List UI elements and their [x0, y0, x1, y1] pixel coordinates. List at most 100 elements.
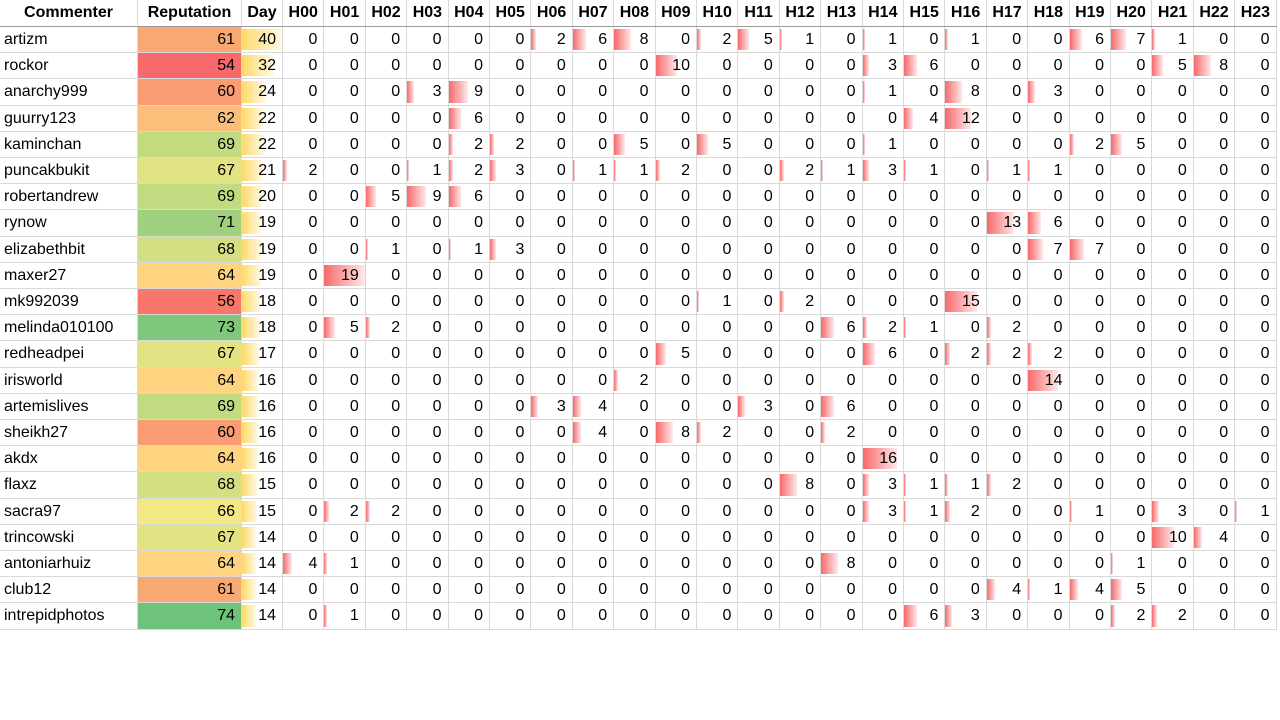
hour-cell-h09[interactable]: 0: [656, 551, 697, 577]
hour-cell-h13[interactable]: 0: [821, 105, 863, 131]
commenter-cell[interactable]: redheadpei: [0, 341, 138, 367]
commenter-cell[interactable]: elizabethbit: [0, 236, 138, 262]
hour-cell-h12[interactable]: 0: [780, 393, 822, 419]
hour-cell-h08[interactable]: 0: [614, 446, 656, 472]
hour-cell-h13[interactable]: 0: [821, 53, 863, 79]
column-header-h21[interactable]: H21: [1152, 0, 1194, 26]
day-cell[interactable]: 14: [242, 603, 283, 629]
hour-cell-h01[interactable]: 0: [324, 158, 366, 184]
hour-cell-h03[interactable]: 0: [407, 551, 449, 577]
hour-cell-h20[interactable]: 1: [1111, 551, 1153, 577]
hour-cell-h08[interactable]: 0: [614, 105, 656, 131]
hour-cell-h19[interactable]: 0: [1070, 53, 1111, 79]
hour-cell-h11[interactable]: 0: [738, 184, 780, 210]
hour-cell-h22[interactable]: 4: [1193, 524, 1236, 550]
hour-cell-h10[interactable]: 1: [697, 289, 739, 315]
hour-cell-h07[interactable]: 0: [573, 472, 615, 498]
hour-cell-h21[interactable]: 0: [1152, 105, 1194, 131]
hour-cell-h23[interactable]: 0: [1235, 289, 1277, 315]
hour-cell-h00[interactable]: 0: [283, 341, 325, 367]
hour-cell-h20[interactable]: 0: [1111, 472, 1153, 498]
hour-cell-h04[interactable]: 0: [449, 289, 490, 315]
hour-cell-h12[interactable]: 0: [780, 53, 822, 79]
hour-cell-h10[interactable]: 0: [697, 551, 739, 577]
reputation-cell[interactable]: 60: [138, 420, 242, 446]
hour-cell-h16[interactable]: 8: [945, 79, 987, 105]
hour-cell-h04[interactable]: 0: [449, 420, 490, 446]
hour-cell-h05[interactable]: 0: [490, 341, 532, 367]
day-cell[interactable]: 32: [242, 53, 283, 79]
hour-cell-h06[interactable]: 0: [531, 524, 573, 550]
hour-cell-h02[interactable]: 0: [366, 289, 408, 315]
hour-cell-h22[interactable]: 0: [1194, 577, 1236, 603]
hour-cell-h04[interactable]: 0: [449, 551, 490, 577]
hour-cell-h08[interactable]: 0: [614, 472, 656, 498]
hour-cell-h22[interactable]: 0: [1194, 79, 1236, 105]
hour-cell-h12[interactable]: 0: [780, 79, 822, 105]
hour-cell-h04[interactable]: 2: [448, 158, 490, 184]
hour-cell-h19[interactable]: 0: [1070, 472, 1111, 498]
hour-cell-h04[interactable]: 0: [449, 498, 490, 524]
hour-cell-h07[interactable]: 0: [573, 551, 615, 577]
reputation-cell[interactable]: 69: [138, 393, 242, 419]
hour-cell-h05[interactable]: 0: [490, 524, 532, 550]
hour-cell-h09[interactable]: 0: [656, 105, 697, 131]
hour-cell-h09[interactable]: 0: [656, 210, 697, 236]
column-header-h17[interactable]: H17: [987, 0, 1029, 26]
hour-cell-h22[interactable]: 0: [1194, 131, 1236, 157]
hour-cell-h15[interactable]: 0: [904, 184, 946, 210]
hour-cell-h01[interactable]: 0: [324, 341, 366, 367]
hour-cell-h06[interactable]: 0: [531, 341, 573, 367]
hour-cell-h04[interactable]: 6: [448, 105, 490, 131]
reputation-cell[interactable]: 64: [138, 551, 242, 577]
hour-cell-h15[interactable]: 0: [904, 524, 946, 550]
hour-cell-h10[interactable]: 2: [697, 420, 739, 446]
hour-cell-h20[interactable]: 0: [1111, 315, 1153, 341]
hour-cell-h18[interactable]: 0: [1028, 472, 1070, 498]
hour-cell-h03[interactable]: 0: [407, 289, 449, 315]
reputation-cell[interactable]: 64: [138, 262, 242, 288]
hour-cell-h11[interactable]: 0: [738, 603, 780, 629]
hour-cell-h18[interactable]: 0: [1028, 315, 1070, 341]
hour-cell-h06[interactable]: 0: [531, 184, 573, 210]
commenter-cell[interactable]: guurry123: [0, 105, 138, 131]
hour-cell-h04[interactable]: 0: [449, 367, 490, 393]
hour-cell-h16[interactable]: 0: [945, 315, 987, 341]
hour-cell-h09[interactable]: 0: [656, 236, 697, 262]
hour-cell-h11[interactable]: 0: [738, 210, 780, 236]
hour-cell-h04[interactable]: 0: [449, 577, 490, 603]
hour-cell-h22[interactable]: 0: [1194, 498, 1236, 524]
hour-cell-h03[interactable]: 0: [407, 498, 449, 524]
hour-cell-h11[interactable]: 5: [738, 27, 780, 53]
hour-cell-h05[interactable]: 0: [490, 79, 532, 105]
hour-cell-h16[interactable]: 0: [945, 131, 987, 157]
hour-cell-h23[interactable]: 0: [1235, 27, 1277, 53]
hour-cell-h13[interactable]: 0: [821, 131, 863, 157]
hour-cell-h15[interactable]: 0: [904, 420, 946, 446]
commenter-cell[interactable]: artizm: [0, 27, 138, 53]
day-cell[interactable]: 15: [242, 472, 283, 498]
hour-cell-h21[interactable]: 0: [1152, 341, 1194, 367]
hour-cell-h10[interactable]: 0: [697, 367, 739, 393]
commenter-cell[interactable]: irisworld: [0, 367, 138, 393]
hour-cell-h17[interactable]: 0: [987, 393, 1029, 419]
hour-cell-h00[interactable]: 0: [283, 236, 325, 262]
commenter-cell[interactable]: anarchy999: [0, 79, 138, 105]
commenter-cell[interactable]: club12: [0, 577, 138, 603]
hour-cell-h14[interactable]: 0: [863, 551, 904, 577]
column-header-h12[interactable]: H12: [780, 0, 822, 26]
hour-cell-h19[interactable]: 0: [1070, 446, 1111, 472]
column-header-h13[interactable]: H13: [821, 0, 863, 26]
hour-cell-h17[interactable]: 0: [987, 524, 1029, 550]
hour-cell-h03[interactable]: 0: [407, 315, 449, 341]
hour-cell-h02[interactable]: 0: [366, 27, 408, 53]
hour-cell-h14[interactable]: 3: [862, 472, 904, 498]
hour-cell-h11[interactable]: 0: [738, 262, 780, 288]
hour-cell-h19[interactable]: 0: [1070, 184, 1111, 210]
hour-cell-h04[interactable]: 0: [449, 393, 490, 419]
hour-cell-h23[interactable]: 0: [1235, 79, 1277, 105]
hour-cell-h06[interactable]: 0: [531, 577, 573, 603]
hour-cell-h02[interactable]: 0: [366, 524, 408, 550]
hour-cell-h13[interactable]: 0: [821, 210, 863, 236]
hour-cell-h22[interactable]: 0: [1194, 472, 1236, 498]
